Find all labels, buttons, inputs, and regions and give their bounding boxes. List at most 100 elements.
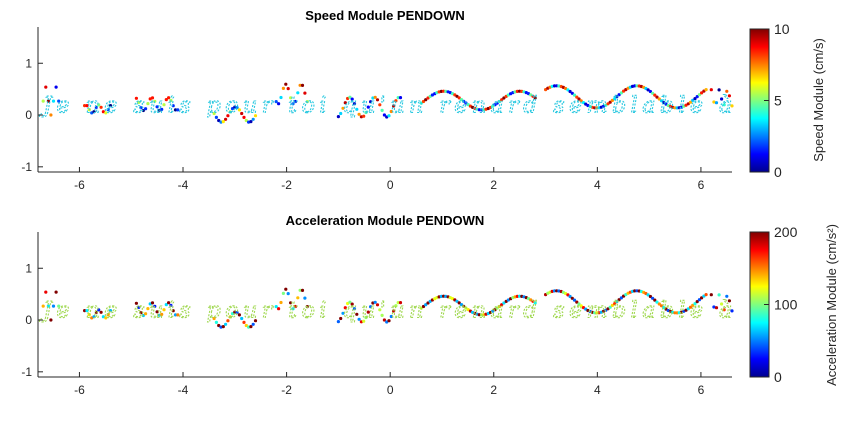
handwriting-point: [244, 118, 248, 123]
handwriting-point: [164, 98, 168, 102]
handwriting-point: [382, 113, 386, 117]
handwriting-point: [421, 99, 426, 104]
handwriting-point: [464, 101, 468, 105]
handwriting-point: [101, 315, 105, 319]
handwriting-point: [389, 109, 393, 114]
handwriting-point: [251, 322, 255, 326]
handwriting-point: [85, 309, 89, 313]
handwriting-point: [491, 104, 495, 108]
handwriting-point: [279, 300, 283, 305]
handwriting-point: [615, 300, 619, 304]
handwriting-point: [284, 82, 288, 86]
speed-handwriting-text: Je ne suis pour toi qu'un renard semblab…: [39, 93, 732, 118]
handwriting-point: [579, 99, 583, 103]
handwriting-point: [396, 96, 400, 100]
handwriting-point: [653, 93, 657, 97]
handwriting-point: [160, 107, 164, 111]
handwriting-point: [659, 304, 664, 308]
y-tick-label: 1: [25, 261, 32, 275]
handwriting-point: [714, 101, 719, 105]
speed-plot-area: [38, 27, 732, 172]
handwriting-point: [362, 319, 366, 323]
colorbar-tick-label: 100: [774, 297, 798, 313]
handwriting-point: [455, 299, 459, 303]
handwriting-point: [613, 302, 617, 306]
x-tick-label: -2: [281, 178, 292, 192]
handwriting-point: [289, 301, 293, 305]
handwriting-point: [83, 309, 87, 313]
handwriting-point: [712, 305, 716, 309]
handwriting-point: [617, 93, 621, 97]
handwriting-point: [99, 105, 103, 109]
handwriting-point: [375, 98, 380, 102]
handwriting-point: [387, 114, 391, 118]
handwriting-point: [57, 304, 61, 308]
handwriting-point: [459, 98, 464, 102]
handwriting-point: [613, 97, 617, 101]
handwriting-point: [303, 91, 307, 95]
handwriting-point: [230, 107, 235, 111]
handwriting-point: [134, 301, 138, 305]
acceleration-handwriting-marks: [41, 287, 734, 329]
handwriting-point: [382, 318, 386, 322]
handwriting-point: [709, 293, 713, 297]
handwriting-point: [709, 88, 713, 92]
handwriting-point: [160, 312, 164, 316]
handwriting-point: [695, 300, 699, 304]
handwriting-point: [619, 91, 624, 95]
handwriting-point: [657, 97, 661, 101]
acceleration-x-ticks: -6 -4 -2 0 2 4 6: [74, 372, 705, 397]
handwriting-point: [357, 112, 361, 116]
handwriting-point: [646, 293, 650, 297]
handwriting-point: [141, 313, 145, 318]
handwriting-point: [341, 106, 345, 110]
handwriting-point: [396, 301, 400, 305]
x-tick-label: 6: [698, 178, 705, 192]
y-tick-label: -1: [21, 365, 32, 379]
handwriting-point: [274, 100, 278, 104]
speed-colorbar-ticks: 0 5 10: [764, 21, 790, 180]
handwriting-point: [281, 291, 285, 295]
handwriting-point: [214, 115, 218, 119]
handwriting-point: [653, 298, 657, 302]
handwriting-point: [242, 320, 246, 324]
handwriting-point: [303, 296, 307, 300]
handwriting-point: [296, 91, 300, 95]
handwriting-point: [533, 96, 537, 100]
handwriting-point: [296, 296, 300, 300]
handwriting-point: [289, 96, 293, 100]
handwriting-point: [477, 313, 481, 317]
handwriting-point: [298, 288, 302, 292]
handwriting-point: [579, 304, 583, 308]
handwriting-point: [357, 317, 361, 321]
handwriting-point: [155, 310, 159, 314]
handwriting-point: [564, 291, 568, 296]
acceleration-colorbar-label: Acceleration Module (cm/s²): [824, 224, 839, 386]
handwriting-point: [49, 113, 53, 117]
handwriting-point: [575, 95, 579, 99]
handwriting-point: [693, 302, 697, 306]
handwriting-point: [457, 301, 461, 305]
acceleration-y-ticks: -1 0 1: [21, 261, 43, 379]
handwriting-point: [87, 108, 91, 112]
handwriting-point: [495, 101, 499, 105]
handwriting-point: [291, 102, 295, 106]
handwriting-point: [83, 104, 87, 108]
handwriting-point: [529, 298, 533, 302]
handwriting-point: [221, 120, 225, 124]
x-tick-label: 6: [698, 383, 705, 397]
handwriting-point: [688, 100, 693, 104]
handwriting-point: [515, 294, 519, 298]
handwriting-point: [104, 111, 108, 115]
handwriting-point: [137, 100, 141, 104]
handwriting-point: [568, 89, 572, 94]
handwriting-point: [279, 95, 283, 100]
handwriting-point: [277, 102, 281, 106]
handwriting-point: [212, 316, 216, 321]
handwriting-point: [44, 290, 48, 294]
speed-panel: Speed Module PENDOWN Je ne suis pour toi…: [21, 8, 826, 192]
handwriting-point: [171, 309, 175, 313]
handwriting-point: [700, 296, 704, 300]
handwriting-point: [244, 323, 248, 328]
handwriting-point: [173, 108, 178, 112]
